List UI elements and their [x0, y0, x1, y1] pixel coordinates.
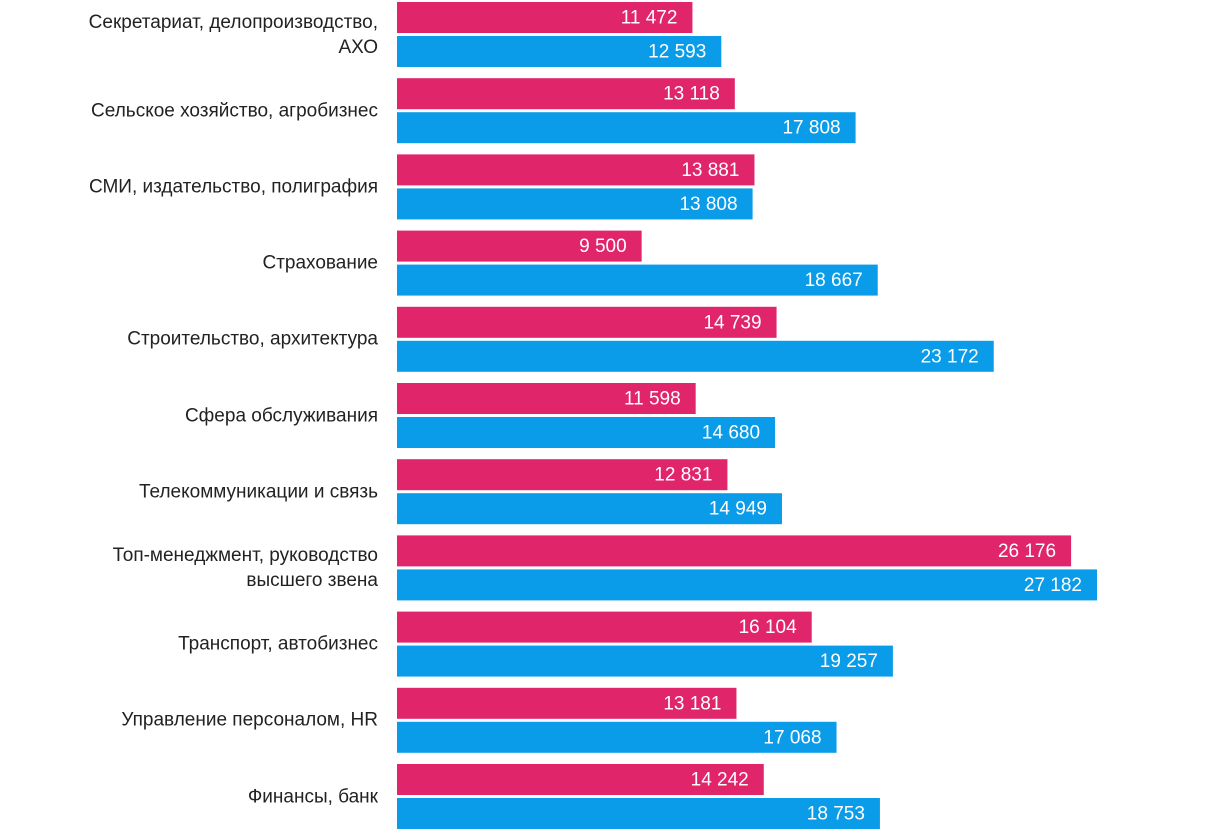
- value-label: 13 808: [679, 194, 737, 215]
- bar: [397, 36, 722, 67]
- value-label: 13 118: [663, 84, 720, 105]
- value-label: 11 598: [624, 389, 681, 410]
- value-label: 18 667: [805, 270, 863, 291]
- bar: [397, 154, 755, 186]
- category-label: Секретариат, делопроизводство, АХО: [88, 11, 378, 58]
- category-label: СМИ, издательство, полиграфия: [88, 176, 378, 198]
- category-label: Сельское хозяйство, агробизнес: [91, 100, 378, 122]
- value-label: 26 176: [998, 541, 1056, 562]
- category-label: Финансы, банк: [247, 786, 378, 807]
- value-label: 14 242: [691, 770, 749, 791]
- bar: [397, 417, 776, 448]
- bar: [397, 306, 777, 338]
- bar: [397, 611, 812, 643]
- bar: [397, 721, 837, 753]
- bar: [397, 230, 642, 262]
- value-label: 17 808: [782, 118, 840, 139]
- category-label: Строительство, архитектура: [127, 328, 378, 350]
- category-label: Телекоммуникации и связь: [138, 481, 378, 503]
- value-label: 11 472: [621, 8, 678, 29]
- category-label: Страхование: [262, 252, 378, 274]
- bar: [397, 493, 782, 525]
- bar: [397, 798, 880, 829]
- value-label: 14 739: [703, 312, 761, 333]
- value-label: 27 182: [1024, 575, 1082, 596]
- value-label: 17 068: [763, 727, 821, 748]
- bar: [397, 2, 693, 33]
- bar: [397, 188, 753, 220]
- value-label: 16 104: [739, 617, 798, 638]
- category-label: Управление персоналом, HR: [121, 709, 378, 731]
- bar: [397, 112, 856, 144]
- category-label: Транспорт, автобизнес: [178, 633, 378, 655]
- bar: [397, 383, 696, 414]
- bar: [397, 459, 728, 491]
- bar: [397, 645, 893, 677]
- category-label: Топ-менеджмент, руководство высшего звен…: [112, 544, 378, 591]
- value-label: 13 181: [663, 693, 721, 714]
- value-label: 23 172: [921, 346, 979, 367]
- bar: [397, 78, 735, 110]
- value-label: 13 881: [681, 160, 739, 181]
- bar: [397, 535, 1072, 567]
- value-label: 18 753: [807, 804, 865, 825]
- value-label: 19 257: [820, 651, 878, 672]
- bar: [397, 687, 737, 719]
- value-label: 14 949: [709, 499, 767, 520]
- value-label: 14 680: [702, 423, 760, 444]
- value-label: 9 500: [579, 236, 627, 257]
- value-label: 12 593: [648, 42, 706, 63]
- bar: [397, 340, 994, 372]
- bar: [397, 764, 764, 795]
- bar: [397, 569, 1097, 601]
- bar: [397, 264, 878, 296]
- category-label: Сфера обслуживания: [184, 405, 378, 426]
- value-label: 12 831: [654, 465, 712, 486]
